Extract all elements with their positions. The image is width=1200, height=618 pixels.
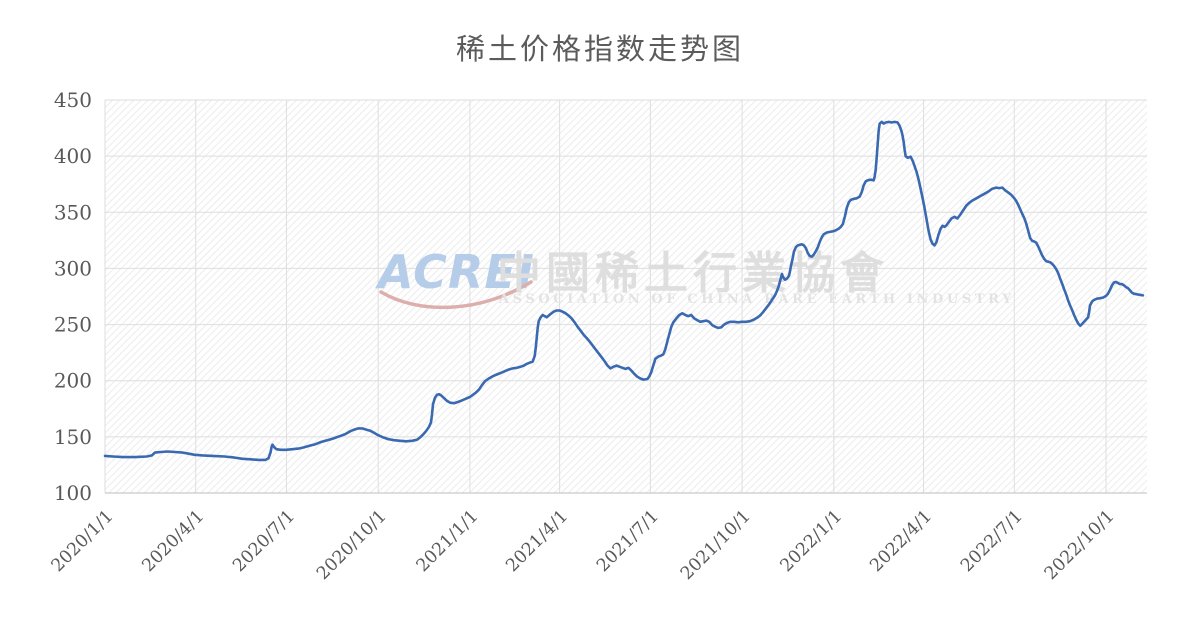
watermark-acrei-text: ACREI xyxy=(375,245,535,299)
watermark: ACREI 中國稀土行業協會 ASSOCIATION OF CHINA RARE… xyxy=(375,245,1015,310)
y-tick-label: 300 xyxy=(54,256,92,280)
x-tick-label: 2021/7/1 xyxy=(593,506,663,576)
watermark-cjk-text: 中國稀土行業協會 xyxy=(497,248,889,299)
y-tick-label: 200 xyxy=(54,369,92,393)
x-tick-label: 2021/4/1 xyxy=(502,506,572,576)
price-index-line xyxy=(103,120,1145,462)
x-tick-label: 2020/1/1 xyxy=(48,506,118,576)
x-tick-label: 2022/4/1 xyxy=(866,506,936,576)
y-tick-label: 450 xyxy=(54,88,92,112)
x-tick-label: 2022/10/1 xyxy=(1041,506,1119,584)
x-tick-label: 2020/10/1 xyxy=(313,506,391,584)
x-tick-label: 2021/10/1 xyxy=(677,506,755,584)
watermark-english-text: ASSOCIATION OF CHINA RARE EARTH INDUSTRY xyxy=(498,292,1015,307)
plot-background-layer: 100 150 200 250 300 350 400 450 2020/1/1 2020/4/1… xyxy=(48,88,1147,584)
data-line-layer xyxy=(103,120,1145,462)
x-tick-label: 2021/1/1 xyxy=(413,506,483,576)
x-tick-label: 2022/7/1 xyxy=(957,506,1027,576)
y-tick-label: 400 xyxy=(54,144,92,168)
x-tick-label: 2022/1/1 xyxy=(777,506,847,576)
chart-title: 稀土价格指数走势图 xyxy=(455,32,744,66)
y-tick-label: 250 xyxy=(54,313,92,337)
x-tick-label: 2020/4/1 xyxy=(139,506,209,576)
y-tick-label: 100 xyxy=(54,481,92,505)
y-tick-label: 150 xyxy=(54,425,92,449)
x-tick-label: 2020/7/1 xyxy=(229,506,299,576)
watermark-swoosh-icon xyxy=(379,280,533,310)
y-tick-label: 350 xyxy=(54,200,92,224)
plot-area xyxy=(105,100,1147,493)
